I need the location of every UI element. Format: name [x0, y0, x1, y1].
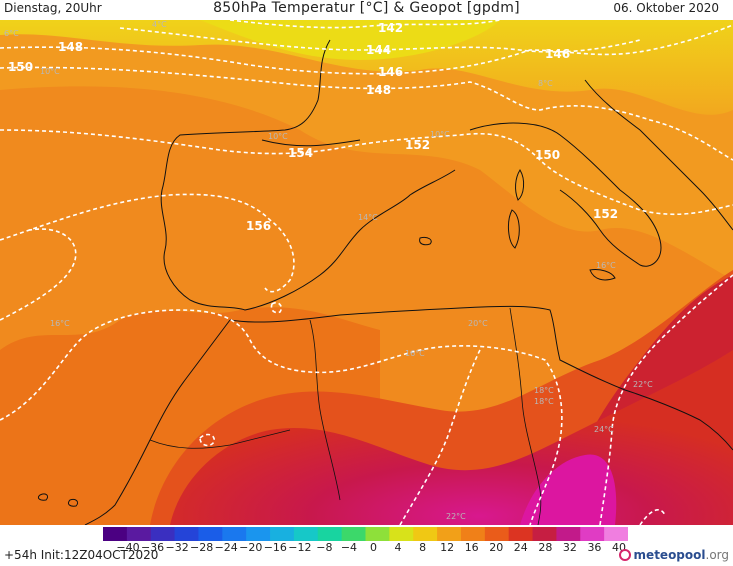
map-title: 850hPa Temperatur [°C] & Geopot [gpdm] [213, 0, 520, 16]
scale-tick-label: −36 [140, 541, 165, 554]
scale-tick-label: −12 [288, 541, 312, 554]
scale-swatch [341, 527, 366, 541]
scale-tick-label: 8 [419, 541, 427, 554]
logo-tld: .org [705, 548, 730, 562]
color-scale [103, 527, 628, 541]
scale-swatch [508, 527, 534, 541]
scale-swatch [413, 527, 438, 541]
scale-swatch [103, 527, 128, 541]
scale-tick-label: −8 [316, 541, 333, 554]
scale-swatch [246, 527, 271, 541]
isotherm-label: 24°C [594, 425, 614, 434]
isotherm-label: 8°C [538, 79, 553, 88]
field-core-hot [520, 454, 617, 525]
isotherm-labels: 4°C 6°C 8°C 10°C 10°C 10°C 14°C 16°C 16°… [4, 20, 653, 521]
scale-swatch [317, 527, 343, 541]
contour-label: 150 [8, 60, 33, 74]
scale-tick-label: 16 [464, 541, 479, 554]
scale-swatch [174, 527, 199, 541]
scale-tick-label: −24 [214, 541, 238, 554]
geopotential-contours [0, 20, 733, 525]
scale-swatch [222, 527, 247, 541]
logo-ring-icon [618, 549, 631, 561]
scale-swatch [365, 527, 390, 541]
scale-swatch [484, 527, 510, 541]
valid-time: Dienstag, 20Uhr [4, 1, 102, 15]
isotherm-label: 4°C [152, 20, 167, 29]
isotherm-label: 22°C [633, 380, 653, 389]
isotherm-label: 14°C [358, 213, 378, 222]
scale-swatch [126, 527, 152, 541]
scale-tick-label: −16 [263, 541, 287, 554]
scale-tick-label: 12 [440, 541, 455, 554]
scale-tick-label: 24 [513, 541, 528, 554]
contour-labels: 142 144 146 146 148 148 150 150 152 152 … [8, 21, 618, 233]
field-band-cool [0, 20, 733, 115]
meteopool-logo: meteopool.org [618, 546, 730, 564]
scale-swatch [556, 527, 581, 541]
isotherm-label: 16°C [596, 261, 616, 270]
scale-tick-label: −20 [239, 541, 263, 554]
contour-label: 148 [366, 83, 391, 97]
contour-label: 156 [246, 219, 271, 233]
contour-label: 150 [535, 148, 560, 162]
scale-swatch [437, 527, 462, 541]
forecast-date: 06. Oktober 2020 [613, 1, 719, 15]
scale-swatch [532, 527, 557, 541]
field-band-coolest [200, 20, 500, 60]
logo-main: meteopool [633, 548, 706, 562]
scale-swatch [580, 527, 605, 541]
contour-label: 142 [378, 21, 403, 35]
header-bar: Dienstag, 20Uhr 850hPa Temperatur [°C] &… [0, 0, 733, 20]
scale-tick-label: 0 [370, 541, 377, 554]
isotherm-label: 6°C [4, 29, 19, 38]
contour-label: 146 [545, 47, 570, 61]
contour-label: 146 [378, 65, 403, 79]
isotherm-label: 16°C [50, 319, 70, 328]
contour-label: 154 [288, 146, 313, 160]
contour-label: 152 [593, 207, 618, 221]
scale-swatch [389, 527, 414, 541]
scale-tick-label: −28 [190, 541, 214, 554]
scale-swatch [198, 527, 223, 541]
temperature-map: 142 144 146 146 148 148 150 150 152 152 … [0, 20, 733, 525]
scale-swatch [604, 527, 628, 541]
run-info: +54h Init:12Z04OCT2020 [4, 548, 159, 562]
isotherm-label: 16°C [405, 349, 425, 358]
isotherm-label: 18°C [534, 386, 554, 395]
scale-tick-label: 32 [562, 541, 577, 554]
isotherm-label: 10°C [268, 132, 288, 141]
isotherm-label: 10°C [430, 130, 450, 139]
scale-tick-label: 36 [587, 541, 602, 554]
scale-swatch [460, 527, 486, 541]
scale-tick-label: 20 [489, 541, 504, 554]
scale-swatch [270, 527, 295, 541]
contour-label: 152 [405, 138, 430, 152]
scale-tick-label: −32 [165, 541, 189, 554]
scale-tick-label: −4 [340, 541, 358, 554]
footer-bar: −40 −36 −32 −28 −24 −20 −16 −12 −8 −4 0 4 8 12 16 20 24 2… [0, 525, 733, 566]
contour-label: 144 [366, 43, 391, 57]
scale-swatch [150, 527, 176, 541]
isotherm-label: 22°C [446, 512, 466, 521]
scale-tick-label: 4 [394, 541, 402, 554]
coastlines [37, 39, 733, 525]
scale-tick-label: −40 [116, 541, 140, 554]
isotherm-label: 10°C [40, 67, 60, 76]
scale-swatch [293, 527, 319, 541]
isotherm-label: 20°C [468, 319, 488, 328]
isotherm-label: 18°C [534, 397, 554, 406]
contour-label: 148 [58, 40, 83, 54]
scale-tick-label: 28 [538, 541, 553, 554]
